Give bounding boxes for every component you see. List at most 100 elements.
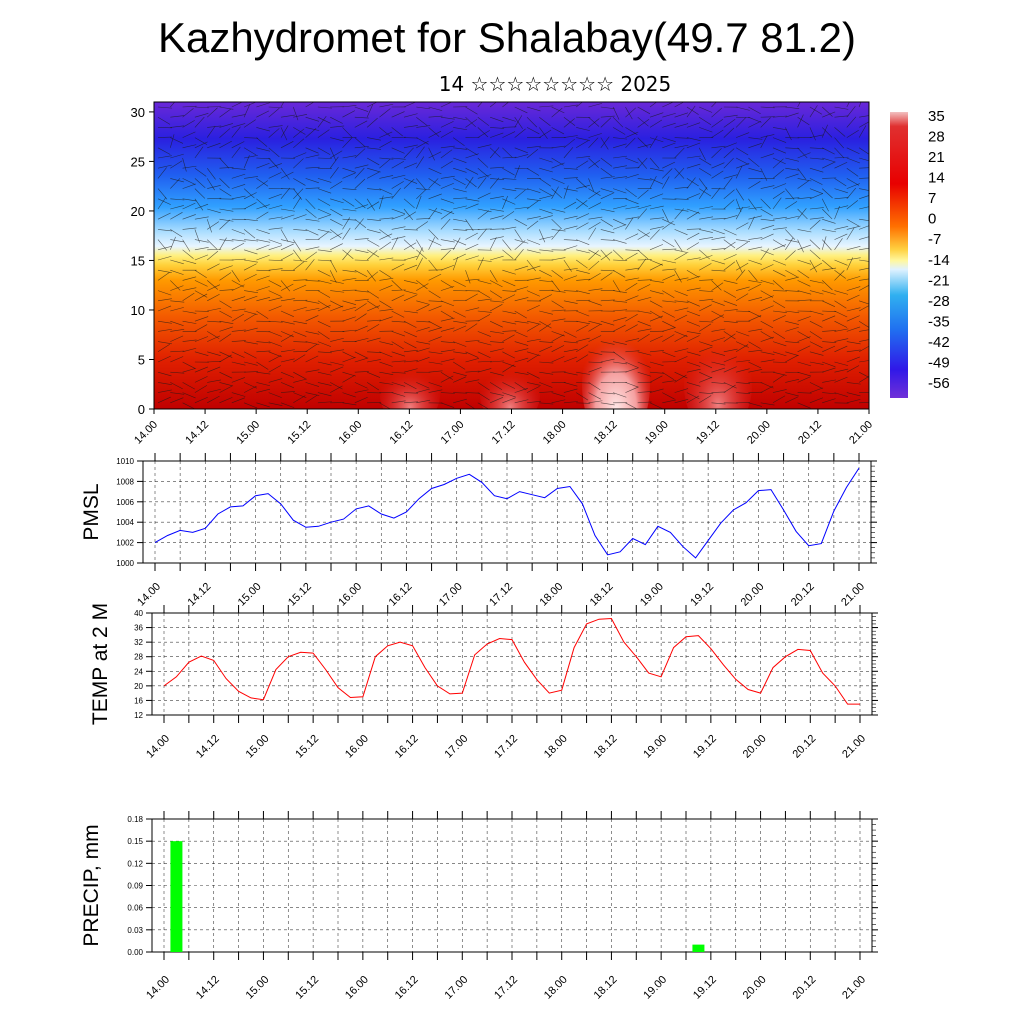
wind-barb: [809, 157, 824, 160]
wind-barb: [600, 299, 615, 302]
wind-barb: [576, 344, 589, 353]
wind-barb: [157, 298, 172, 302]
wind-barb: [453, 229, 468, 231]
wind-barb: [846, 187, 856, 199]
wind-barb: [490, 300, 505, 303]
wind-barb: [748, 296, 763, 302]
wind-barb: [182, 287, 197, 291]
wind-barb: [243, 202, 257, 210]
x-tick-label: 17.00: [442, 974, 470, 1002]
wind-barb: [539, 345, 553, 353]
wind-barb: [366, 324, 380, 332]
wind-barb: [219, 157, 230, 169]
wind-barb: [526, 216, 541, 220]
wind-barb: [662, 176, 670, 189]
wind-barb: [465, 116, 476, 128]
wind-barb: [379, 269, 392, 278]
wind-barb: [563, 259, 572, 272]
wind-barb: [465, 219, 474, 232]
wind-barb: [330, 229, 342, 239]
wind-barb: [354, 218, 367, 229]
wind-barb: [379, 103, 394, 108]
wind-barb: [403, 290, 418, 295]
wind-barb: [490, 341, 505, 344]
wind-barb: [686, 300, 700, 307]
wind-barb: [858, 121, 869, 128]
wind-barb: [514, 106, 528, 114]
wind-barb: [502, 290, 517, 292]
wind-barb: [157, 269, 172, 273]
wind-barb: [403, 320, 417, 328]
wind-barb: [170, 356, 184, 363]
wind-barb: [637, 232, 650, 240]
wind-barb: [625, 267, 640, 271]
wind-barb: [686, 392, 700, 400]
wind-barb: [576, 249, 590, 254]
wind-barb: [846, 286, 861, 291]
wind-barb: [354, 178, 366, 189]
x-tick-label: 21.00: [840, 733, 868, 761]
wind-barb: [834, 270, 845, 281]
wind-barb: [600, 137, 609, 150]
colorbar-label: -7: [928, 231, 941, 248]
wind-barb: [268, 320, 283, 323]
wind-barb: [342, 110, 355, 118]
wind-barb: [576, 269, 590, 274]
wind-barb: [551, 399, 566, 404]
wind-barb: [268, 392, 282, 398]
wind-barb: [797, 116, 810, 126]
y-tick-label: 0.00: [127, 948, 143, 957]
wind-barb: [625, 137, 636, 149]
wind-barb: [157, 106, 172, 109]
wind-barb: [354, 198, 366, 209]
wind-barb: [760, 290, 774, 298]
wind-barb: [490, 178, 505, 180]
wind-barb: [354, 396, 368, 404]
warm-spot-19-12: [684, 335, 752, 409]
wind-barb: [649, 193, 664, 200]
wind-barb: [711, 367, 725, 373]
wind-barb: [859, 360, 869, 363]
wind-barb: [526, 354, 540, 363]
wind-barb: [600, 157, 613, 167]
wind-barb: [649, 205, 664, 210]
wind-barb: [772, 374, 785, 383]
wind-barb: [637, 208, 648, 220]
wind-barb: [772, 115, 787, 118]
wind-barb: [305, 369, 320, 373]
wind-barb: [428, 178, 439, 189]
wind-barb: [379, 371, 394, 375]
wind-barb: [551, 392, 566, 397]
wind-barb: [748, 246, 763, 251]
wind-barb: [822, 315, 836, 322]
wind-barb: [649, 335, 663, 342]
wind-barb: [785, 276, 799, 281]
wind-barb: [170, 382, 183, 390]
wind-barb: [256, 198, 268, 209]
wind-barb: [809, 387, 824, 393]
wind-barb: [465, 147, 478, 156]
wind-barb: [440, 175, 455, 179]
wind-barb: [576, 213, 590, 220]
wind-barb: [797, 299, 812, 302]
wind-barb: [686, 105, 696, 118]
wind-barb: [625, 277, 640, 281]
wind-barb: [280, 229, 289, 242]
wind-barb: [157, 371, 172, 377]
wind-barb: [268, 290, 282, 297]
wind-barb: [563, 201, 577, 210]
wind-barb: [489, 280, 503, 288]
wind-barb: [428, 361, 443, 365]
wind-barb: [256, 402, 270, 408]
wind-barb: [366, 271, 379, 281]
wind-barb: [612, 324, 626, 332]
wind-barb: [268, 163, 282, 169]
wind-barb: [342, 188, 357, 191]
wind-barb: [453, 218, 468, 223]
wind-barb: [822, 392, 837, 395]
wind-barb: [785, 112, 799, 118]
wind-barb: [822, 330, 837, 332]
wind-barb: [785, 201, 798, 210]
wind-barb: [465, 243, 479, 251]
wind-barb: [256, 180, 269, 189]
